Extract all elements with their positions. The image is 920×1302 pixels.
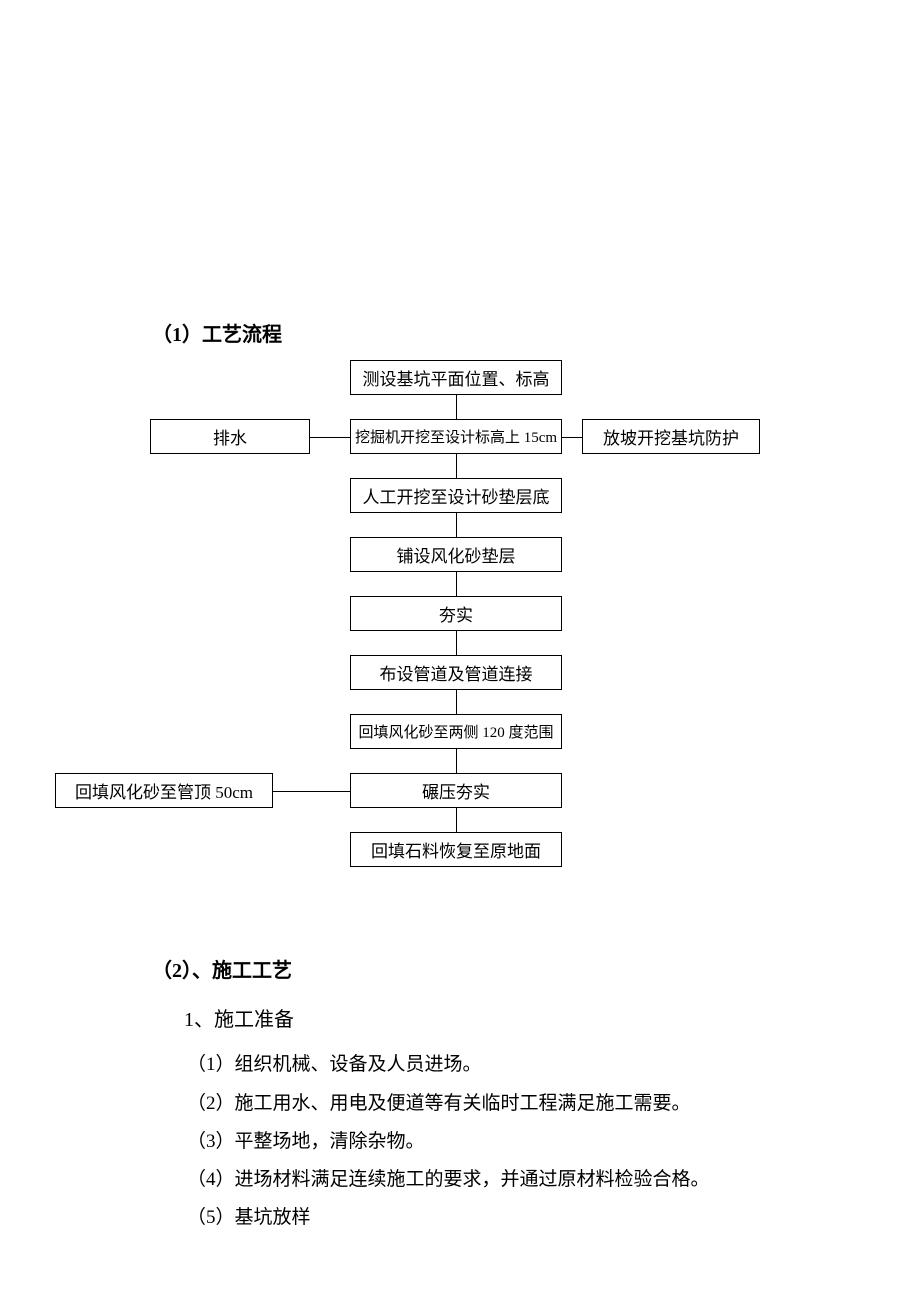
flow-hline-0 xyxy=(310,437,350,438)
body-line-1: （1）组织机械、设备及人员进场。 xyxy=(187,1049,482,1076)
flow-vline-5 xyxy=(456,690,457,714)
flow-box-n7: 回填风化砂至两侧 120 度范围 xyxy=(350,714,562,749)
flow-hline-1 xyxy=(562,437,582,438)
flow-vline-4 xyxy=(456,631,457,655)
flow-box-n6: 布设管道及管道连接 xyxy=(350,655,562,690)
flow-vline-6 xyxy=(456,749,457,773)
flow-box-n1: 测设基坑平面位置、标高 xyxy=(350,360,562,395)
body-line-2: （2）施工用水、用电及便道等有关临时工程满足施工需要。 xyxy=(187,1088,691,1115)
flow-vline-7 xyxy=(456,808,457,832)
flow-hline-2 xyxy=(273,791,350,792)
flow-vline-0 xyxy=(456,395,457,419)
section-2-title: （2）、施工工艺 xyxy=(152,954,292,983)
process-flowchart: 测设基坑平面位置、标高挖掘机开挖至设计标高上 15cm 人工开挖至设计砂垫层底铺设… xyxy=(0,360,920,865)
flow-vline-1 xyxy=(456,454,457,478)
flow-box-n9: 回填石料恢复至原地面 xyxy=(350,832,562,867)
flow-box-n2: 挖掘机开挖至设计标高上 15cm xyxy=(350,419,562,454)
flow-box-n8: 碾压夯实 xyxy=(350,773,562,808)
flow-box-n4: 铺设风化砂垫层 xyxy=(350,537,562,572)
flow-box-n5: 夯实 xyxy=(350,596,562,631)
section-1-title: （1）工艺流程 xyxy=(152,318,282,347)
body-line-5: （5）基坑放样 xyxy=(187,1202,311,1229)
flow-box-right1: 放坡开挖基坑防护 xyxy=(582,419,760,454)
flow-box-left1: 排水 xyxy=(150,419,310,454)
body-line-4: （4）进场材料满足连续施工的要求，并通过原材料检验合格。 xyxy=(187,1164,710,1191)
flow-vline-3 xyxy=(456,572,457,596)
flow-box-n3: 人工开挖至设计砂垫层底 xyxy=(350,478,562,513)
flow-vline-2 xyxy=(456,513,457,537)
flow-box-left2: 回填风化砂至管顶 50cm xyxy=(55,773,273,808)
section-2-sub-title: 1、施工准备 xyxy=(184,1003,294,1032)
body-line-3: （3）平整场地，清除杂物。 xyxy=(187,1126,425,1153)
